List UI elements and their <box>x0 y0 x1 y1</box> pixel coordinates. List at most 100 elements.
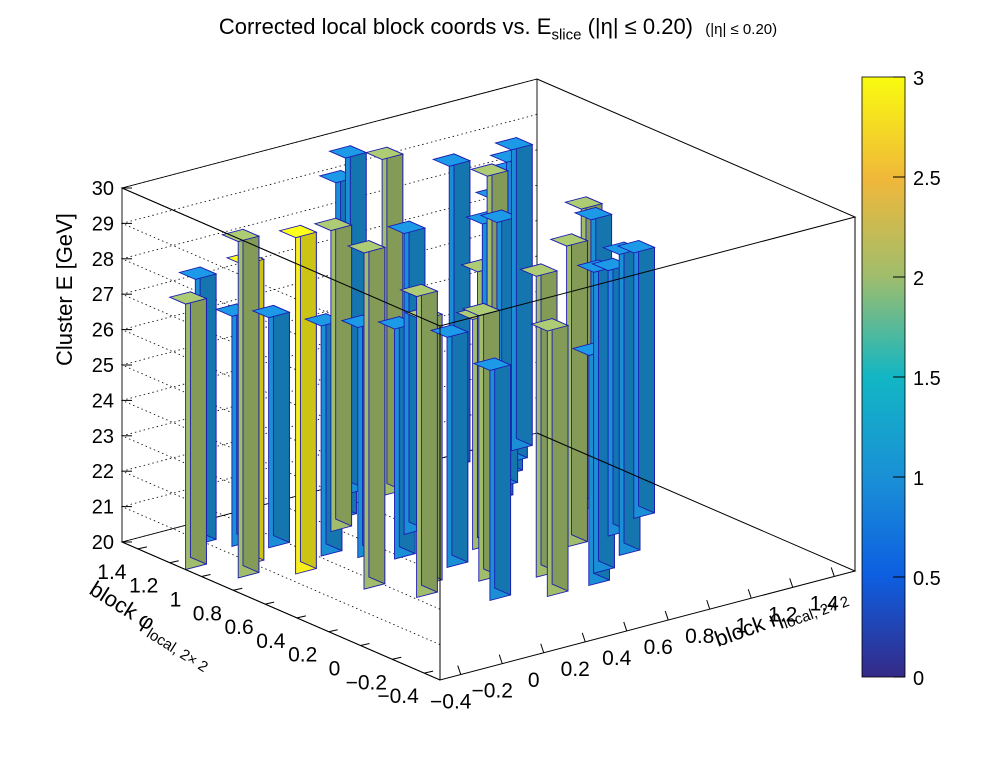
y-tick-mark <box>296 615 307 619</box>
bar-top-face <box>168 291 208 305</box>
palette-tick-label: 0.5 <box>913 568 941 590</box>
bar-side-face <box>272 304 290 544</box>
y-tick-label: 0.6 <box>224 616 253 639</box>
z-tick-label: 24 <box>92 390 114 412</box>
y-tick-mark <box>392 656 402 660</box>
y-tick-mark <box>233 587 243 591</box>
x-tick-mark <box>457 665 462 675</box>
bar-top-face <box>278 224 318 239</box>
bar-top-face <box>479 209 519 223</box>
bar <box>168 291 208 571</box>
y-tick-mark <box>169 560 179 564</box>
y-tick-mark <box>328 629 338 633</box>
x-tick-label: 0 <box>528 669 540 692</box>
x-tick-label: −0.4 <box>430 691 472 714</box>
z-tick-label: 22 <box>92 461 114 483</box>
bar <box>429 324 470 568</box>
palette-tick-label: 2.5 <box>913 168 941 190</box>
bar-side-face <box>368 239 386 585</box>
y-tick-mark <box>360 643 370 646</box>
z-tick-label: 25 <box>92 355 114 377</box>
back-top-edge <box>120 78 538 327</box>
bar-top-face <box>573 207 613 221</box>
bar <box>220 228 261 579</box>
x-tick-label: 1.2 <box>768 603 797 626</box>
x-tick-mark <box>789 578 794 588</box>
z-tick-label: 23 <box>92 426 114 448</box>
z-tick-label: 29 <box>92 213 114 235</box>
bar-side-face <box>551 317 569 592</box>
x-tick-mark <box>830 567 835 577</box>
bar-side-face <box>299 224 317 570</box>
bar <box>616 239 656 519</box>
y-tick-label: −0.2 <box>346 671 387 694</box>
x-tick-mark <box>581 632 586 643</box>
bar <box>549 233 589 548</box>
bar-side-face <box>242 228 260 574</box>
palette-tick-label: 3 <box>913 68 924 90</box>
bar-top-face <box>364 146 405 160</box>
y-tick-label: 1 <box>170 589 182 612</box>
title-subscript: slice <box>551 26 582 44</box>
x-tick-label: 0.2 <box>561 658 590 681</box>
x-tick-mark <box>664 610 669 621</box>
y-tick-label: 1.2 <box>129 575 158 598</box>
bar-top-face <box>431 153 472 167</box>
z-tick-label: 30 <box>92 178 114 200</box>
y-tick-mark <box>137 546 148 550</box>
bar <box>399 283 439 599</box>
color-palette: 0 0.5 1 1.5 2 2.5 3 <box>861 68 941 690</box>
x-tick-mark <box>540 643 545 653</box>
bar <box>530 317 570 598</box>
bar <box>494 136 534 452</box>
x-tick-label: 0.8 <box>685 625 714 648</box>
bar-top-face <box>399 283 439 298</box>
z-tick-label: 28 <box>92 249 114 271</box>
bar <box>313 217 353 533</box>
bar-top-face <box>328 145 368 159</box>
y-tick-mark <box>423 670 434 674</box>
palette-tick-label: 1 <box>913 468 924 490</box>
x-tick-label: 1.4 <box>810 592 840 615</box>
z-tick-label: 26 <box>92 320 114 342</box>
x-tick-mark <box>706 599 711 610</box>
bar-side-face <box>189 291 207 565</box>
y-tick-mark <box>264 601 275 605</box>
x-tick-label: −0.2 <box>472 680 513 703</box>
y-tick-label: 0 <box>329 658 341 681</box>
bar-top-face <box>346 240 387 254</box>
bar-side-face <box>451 324 469 563</box>
palette-tick-label: 0 <box>913 668 924 690</box>
bar-side-face <box>494 357 512 596</box>
palette-tick-label: 1.5 <box>913 368 941 390</box>
bar-top-face <box>530 318 570 332</box>
bar-side-face <box>638 239 655 514</box>
z-tick-label: 27 <box>92 284 114 306</box>
chart-title: Corrected local block coords vs. Eslice … <box>0 14 996 43</box>
bar-top-face <box>469 163 510 177</box>
bar-top-face <box>549 233 589 247</box>
grid-line-z <box>120 78 538 327</box>
bar-side-face <box>515 136 533 447</box>
front-top-edge <box>121 78 857 327</box>
bar-top-face <box>313 217 353 232</box>
y-tick-label: −0.4 <box>377 685 419 708</box>
x-tick-label: 0.6 <box>644 636 673 659</box>
bar-top-face <box>251 304 291 319</box>
bar-top-face <box>472 357 512 371</box>
bar <box>251 304 291 549</box>
x-tick-mark <box>747 589 752 599</box>
front-floor-edge <box>121 432 857 681</box>
bar-top-face <box>178 266 218 280</box>
bar-top-face <box>518 263 559 277</box>
title-note: (|η| ≤ 0.20) <box>705 21 778 38</box>
bar-top-face <box>494 137 534 151</box>
bar <box>346 239 387 590</box>
title-main: Corrected local block coords vs. E <box>218 14 552 39</box>
z-axis-label: Cluster E [GeV] <box>52 213 77 366</box>
bar-side-face <box>571 233 588 543</box>
bar <box>472 357 512 602</box>
y-tick-label: 0.2 <box>288 644 317 667</box>
